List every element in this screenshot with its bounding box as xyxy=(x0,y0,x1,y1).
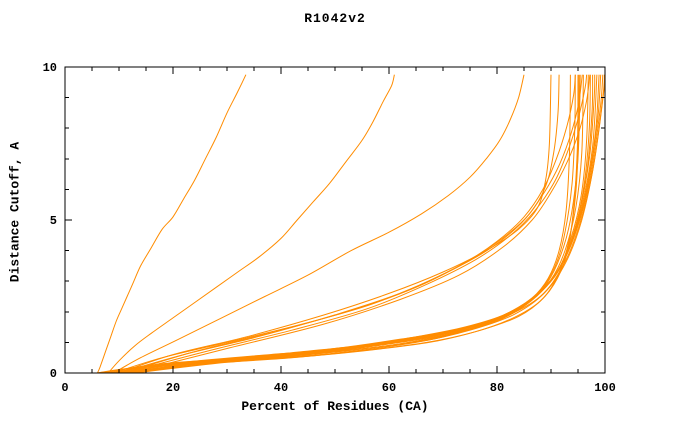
model-curve-6 xyxy=(113,74,576,373)
model-curve-5 xyxy=(124,74,560,373)
model-curve-21 xyxy=(129,74,604,373)
x-tick-label: 60 xyxy=(382,381,396,395)
model-curve-20 xyxy=(124,74,602,373)
y-tick-label: 10 xyxy=(43,61,57,75)
model-curve-11 xyxy=(102,74,576,373)
model-curve-24 xyxy=(97,74,579,373)
model-curve-12 xyxy=(102,74,581,373)
model-curve-3 xyxy=(113,74,525,373)
x-tick-label: 100 xyxy=(594,381,616,395)
x-axis-label: Percent of Residues (CA) xyxy=(241,399,429,414)
model-curve-25 xyxy=(102,74,580,373)
model-curve-7 xyxy=(118,74,583,373)
axis-ticks xyxy=(64,66,606,374)
model-curve-10 xyxy=(97,74,571,373)
model-curve-14 xyxy=(108,74,589,373)
model-curve-19 xyxy=(124,74,600,373)
x-tick-label: 80 xyxy=(490,381,504,395)
model-curve-13 xyxy=(108,74,584,373)
model-curve-4 xyxy=(118,74,552,373)
x-tick-label: 20 xyxy=(166,381,180,395)
y-tick-label: 5 xyxy=(50,214,57,228)
x-tick-label: 40 xyxy=(274,381,288,395)
y-tick-label: 0 xyxy=(50,367,57,381)
x-tick-label: 0 xyxy=(61,381,68,395)
model-curve-2 xyxy=(107,74,395,373)
model-curve-23 xyxy=(135,74,605,373)
model-curve-1 xyxy=(96,74,247,373)
model-curves xyxy=(96,74,605,373)
chart-title: R1042v2 xyxy=(304,11,366,26)
model-curve-15 xyxy=(113,74,591,373)
